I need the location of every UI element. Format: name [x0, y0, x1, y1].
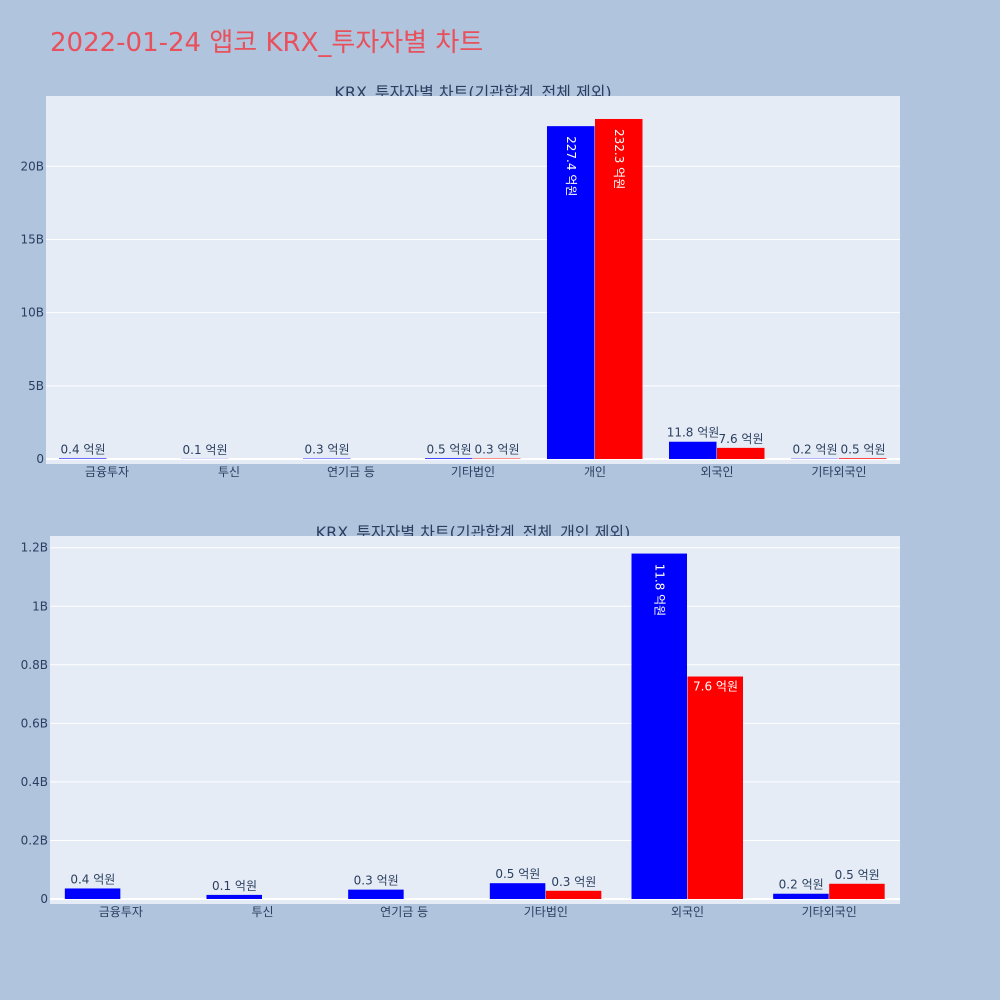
bar-label: 0.3 억원	[354, 874, 399, 888]
bar	[717, 447, 765, 459]
y-tick-label: 20B	[20, 159, 44, 173]
bar	[64, 888, 121, 899]
x-tick-label: 개인	[584, 465, 606, 479]
bar-label: 232.3 억원	[612, 129, 626, 189]
y-tick-label: 0.6B	[21, 716, 48, 730]
y-tick-label: 1.2B	[21, 541, 48, 555]
bar	[489, 883, 546, 899]
y-tick-label: 1B	[32, 599, 48, 613]
x-tick-label: 외국인	[671, 905, 704, 919]
bar-label: 227.4 억원	[564, 136, 578, 196]
x-tick-label: 투신	[251, 905, 273, 919]
y-tick-label: 0.8B	[21, 658, 48, 672]
x-tick-label: 금융투자	[85, 465, 129, 479]
page-title: 2022-01-24 앱코 KRX_투자자별 차트	[50, 28, 484, 58]
plot-area	[50, 536, 900, 904]
x-tick-label: 투신	[218, 465, 240, 479]
bar-label: 0.5 억원	[835, 868, 880, 882]
bar	[687, 676, 743, 899]
bar-label: 7.6 억원	[719, 432, 764, 446]
bar-label: 0.3 억원	[551, 875, 596, 889]
bar-label: 0.1 억원	[212, 879, 257, 893]
bar-label: 11.8 억원	[653, 564, 667, 617]
bar	[669, 441, 717, 459]
bar-label: 0.4 억원	[70, 872, 115, 886]
bar-label: 7.6 억원	[693, 680, 738, 694]
x-tick-label: 기타법인	[451, 465, 495, 479]
y-tick-label: 0.2B	[21, 833, 48, 847]
bar-label: 0.2 억원	[793, 443, 838, 457]
plot-area	[46, 96, 900, 464]
bar	[631, 553, 687, 899]
bar	[545, 890, 602, 899]
y-tick-label: 10B	[20, 306, 44, 320]
bar-label: 0.5 억원	[495, 867, 540, 881]
bar	[773, 893, 829, 899]
bar	[839, 458, 887, 459]
x-tick-label: 연기금 등	[327, 465, 375, 479]
y-tick-label: 0.4B	[21, 775, 48, 789]
bar	[206, 894, 262, 899]
bar-label: 0.3 억원	[475, 443, 520, 457]
x-tick-label: 외국인	[700, 465, 733, 479]
bar	[829, 883, 885, 899]
y-tick-label: 5B	[28, 379, 44, 393]
bar-label: 0.1 억원	[183, 443, 228, 457]
bar	[547, 126, 595, 460]
bar-label: 0.3 억원	[305, 443, 350, 457]
x-tick-label: 금융투자	[99, 905, 143, 919]
y-tick-label: 15B	[20, 232, 44, 246]
bar	[59, 458, 107, 459]
bar-label: 0.5 억원	[841, 442, 886, 456]
bar-label: 0.4 억원	[61, 442, 106, 456]
bar-label: 11.8 억원	[667, 426, 720, 440]
x-tick-label: 기타법인	[524, 905, 568, 919]
y-tick-label: 0	[40, 892, 48, 906]
x-tick-label: 기타외국인	[811, 465, 866, 479]
bar	[595, 118, 643, 460]
bar-label: 0.2 억원	[779, 878, 824, 892]
bar-label: 0.5 억원	[427, 442, 472, 456]
bar	[425, 458, 473, 459]
x-tick-label: 기타외국인	[802, 905, 857, 919]
bar	[348, 889, 404, 899]
y-tick-label: 0	[36, 452, 44, 466]
x-tick-label: 연기금 등	[380, 905, 428, 919]
